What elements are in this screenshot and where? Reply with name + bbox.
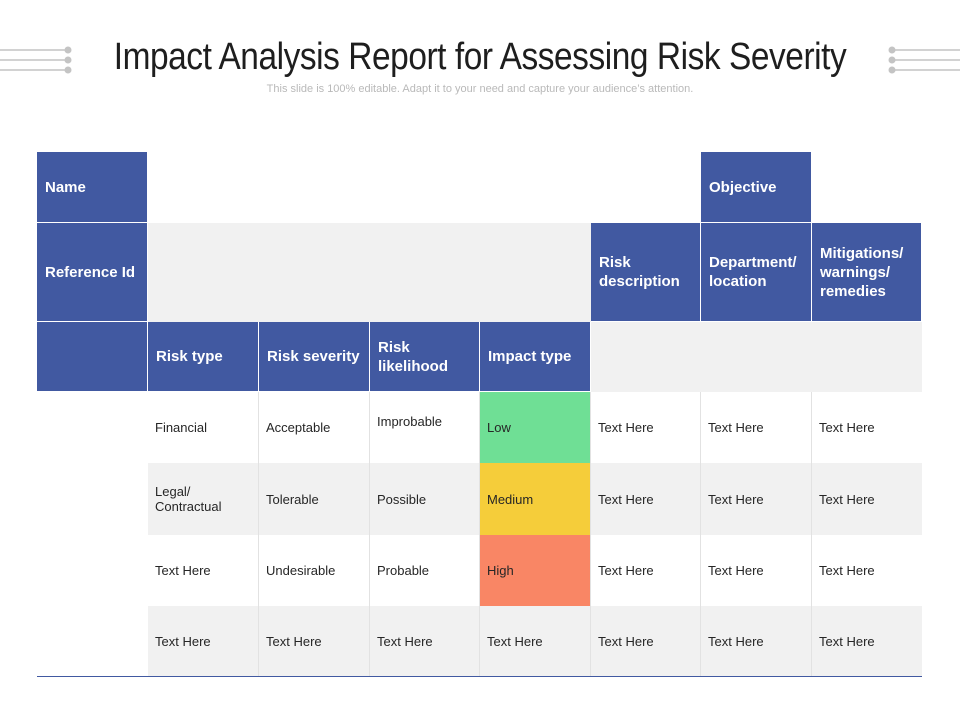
cell-impact-medium: Medium [480,463,591,535]
cell-risk-severity: Tolerable [259,463,370,535]
cell-risk-likelihood: Possible [370,463,480,535]
header-gray-fill [591,322,922,392]
header-reference-id: Reference Id [37,223,148,322]
cell-risk-type: Text Here [148,606,259,676]
cell-department-location: Text Here [701,535,812,606]
header-mitigations: Mitigations/ warnings/ remedies [812,223,922,322]
cell-impact-low: Low [480,392,591,463]
cell-risk-type: Legal/ Contractual [148,463,259,535]
header-department-location: Department/ location [701,223,812,322]
cell-risk-likelihood: Probable [370,535,480,606]
cell-mitigations: Text Here [812,535,922,606]
cell-risk-type: Text Here [148,535,259,606]
cell-risk-severity: Undesirable [259,535,370,606]
cell-department-location: Text Here [701,606,812,676]
cell-risk-likelihood: Improbable [370,392,480,463]
slide-subtitle: This slide is 100% editable. Adapt it to… [266,83,694,95]
cell-risk-type: Financial [148,392,259,463]
header-name: Name [37,152,148,223]
table-bottom-border [37,676,922,677]
cell-risk-description: Text Here [591,606,701,676]
header-objective: Objective [701,152,812,223]
left-connector-decoration [0,46,72,74]
header-blank [37,322,148,392]
cell-risk-description: Text Here [591,463,701,535]
cell-mitigations: Text Here [812,392,922,463]
cell-mitigations: Text Here [812,606,922,676]
slide-title: Impact Analysis Report for Assessing Ris… [113,36,847,78]
cell-impact-type: Text Here [480,606,591,676]
cell-risk-likelihood: Text Here [370,606,480,676]
cell-impact-high: High [480,535,591,606]
header-risk-likelihood: Risk likelihood [370,322,480,392]
header-risk-description: Risk description [591,223,701,322]
right-connector-decoration [888,46,960,74]
header-risk-type: Risk type [148,322,259,392]
reference-id-value-area [148,223,591,322]
header-risk-severity: Risk severity [259,322,370,392]
cell-department-location: Text Here [701,392,812,463]
cell-risk-description: Text Here [591,535,701,606]
cell-risk-severity: Text Here [259,606,370,676]
cell-mitigations: Text Here [812,463,922,535]
cell-risk-description: Text Here [591,392,701,463]
cell-risk-severity: Acceptable [259,392,370,463]
cell-department-location: Text Here [701,463,812,535]
header-impact-type: Impact type [480,322,591,392]
